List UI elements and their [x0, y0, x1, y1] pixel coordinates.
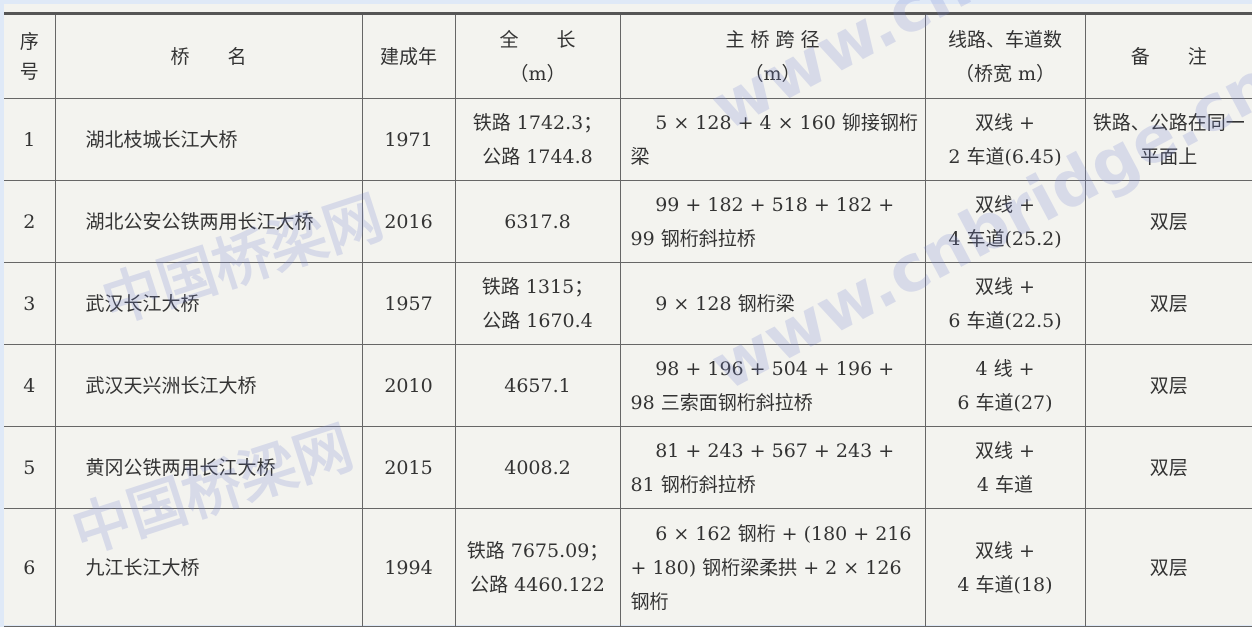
header-row: 序号 桥 名 建成年 全 长 （m） 主 桥 跨 径 （m） 线路、车道数 （桥…	[4, 12, 1252, 99]
note-cell: 双层	[1084, 426, 1252, 509]
main-span-cell: 99 + 182 + 518 + 182 + 99 钢桁斜拉桥	[619, 180, 926, 263]
bridge-name-cell: 武汉天兴洲长江大桥	[54, 344, 363, 427]
main-span-cell: 9 × 128 钢桁梁	[619, 262, 926, 345]
row-number-cell: 1	[4, 98, 56, 181]
lanes-cell: 双线 + 6 车道(22.5)	[924, 262, 1086, 345]
total-length-cell: 铁路 1742.3； 公路 1744.8	[454, 98, 621, 181]
header-name: 桥 名	[54, 12, 363, 99]
main-span-cell: 5 × 128 + 4 × 160 铆接钢桁梁	[619, 98, 926, 181]
table-row: 6 九江长江大桥 1994 铁路 7675.09； 公路 4460.122 6 × 16…	[4, 508, 1252, 627]
table-row: 5 黄冈公铁两用长江大桥 2015 4008.2 81 + 243 + 567 + 24…	[4, 426, 1252, 509]
table-row: 3 武汉长江大桥 1957 铁路 1315； 公路 1670.4 9 × 128 钢桁梁…	[4, 262, 1252, 345]
header-span: 主 桥 跨 径 （m）	[619, 12, 926, 99]
total-length-cell: 铁路 7675.09； 公路 4460.122	[454, 508, 621, 627]
bridge-name-cell: 武汉长江大桥	[54, 262, 363, 345]
total-length-cell: 4008.2	[454, 426, 621, 509]
table-row: 4 武汉天兴洲长江大桥 2010 4657.1 98 + 196 + 504 + 196…	[4, 344, 1252, 427]
year-built-cell: 2016	[361, 180, 456, 263]
row-number-cell: 4	[4, 344, 56, 427]
row-number-cell: 5	[4, 426, 56, 509]
main-span-cell: 98 + 196 + 504 + 196 + 98 三索面钢桁斜拉桥	[619, 344, 926, 427]
table-row: 2 湖北公安公铁两用长江大桥 2016 6317.8 99 + 182 + 518 + …	[4, 180, 1252, 263]
bridge-name-cell: 黄冈公铁两用长江大桥	[54, 426, 363, 509]
note-cell: 双层	[1084, 180, 1252, 263]
document-page: 序号 桥 名 建成年 全 长 （m） 主 桥 跨 径 （m） 线路、车道数 （桥…	[4, 4, 1252, 627]
main-span-cell: 81 + 243 + 567 + 243 + 81 钢桁斜拉桥	[619, 426, 926, 509]
bridge-name-cell: 湖北公安公铁两用长江大桥	[54, 180, 363, 263]
lanes-cell: 双线 + 4 车道	[924, 426, 1086, 509]
row-number-cell: 2	[4, 180, 56, 263]
note-cell: 双层	[1084, 262, 1252, 345]
total-length-cell: 6317.8	[454, 180, 621, 263]
total-length-cell: 4657.1	[454, 344, 621, 427]
main-span-cell: 6 × 162 钢桁 + (180 + 216 + 180) 钢桁梁柔拱 + 2…	[619, 508, 926, 627]
row-number-cell: 6	[4, 508, 56, 627]
header-length: 全 长 （m）	[454, 12, 621, 99]
note-cell: 双层	[1084, 344, 1252, 427]
bridge-name-cell: 九江长江大桥	[54, 508, 363, 627]
bridge-name-cell: 湖北枝城长江大桥	[54, 98, 363, 181]
year-built-cell: 1994	[361, 508, 456, 627]
year-built-cell: 2010	[361, 344, 456, 427]
note-cell: 铁路、公路在同一平面上	[1084, 98, 1252, 181]
header-lanes: 线路、车道数 （桥宽 m）	[924, 12, 1086, 99]
row-number-cell: 3	[4, 262, 56, 345]
year-built-cell: 1971	[361, 98, 456, 181]
bridge-table: 序号 桥 名 建成年 全 长 （m） 主 桥 跨 径 （m） 线路、车道数 （桥…	[4, 12, 1252, 627]
header-note: 备 注	[1084, 12, 1252, 99]
year-built-cell: 1957	[361, 262, 456, 345]
lanes-cell: 双线 + 2 车道(6.45)	[924, 98, 1086, 181]
header-year: 建成年	[361, 12, 456, 99]
total-length-cell: 铁路 1315； 公路 1670.4	[454, 262, 621, 345]
header-no: 序号	[4, 12, 56, 99]
year-built-cell: 2015	[361, 426, 456, 509]
lanes-cell: 双线 + 4 车道(25.2)	[924, 180, 1086, 263]
lanes-cell: 双线 + 4 车道(18)	[924, 508, 1086, 627]
lanes-cell: 4 线 + 6 车道(27)	[924, 344, 1086, 427]
table-row: 1 湖北枝城长江大桥 1971 铁路 1742.3； 公路 1744.8 5 × 128…	[4, 98, 1252, 181]
note-cell: 双层	[1084, 508, 1252, 627]
